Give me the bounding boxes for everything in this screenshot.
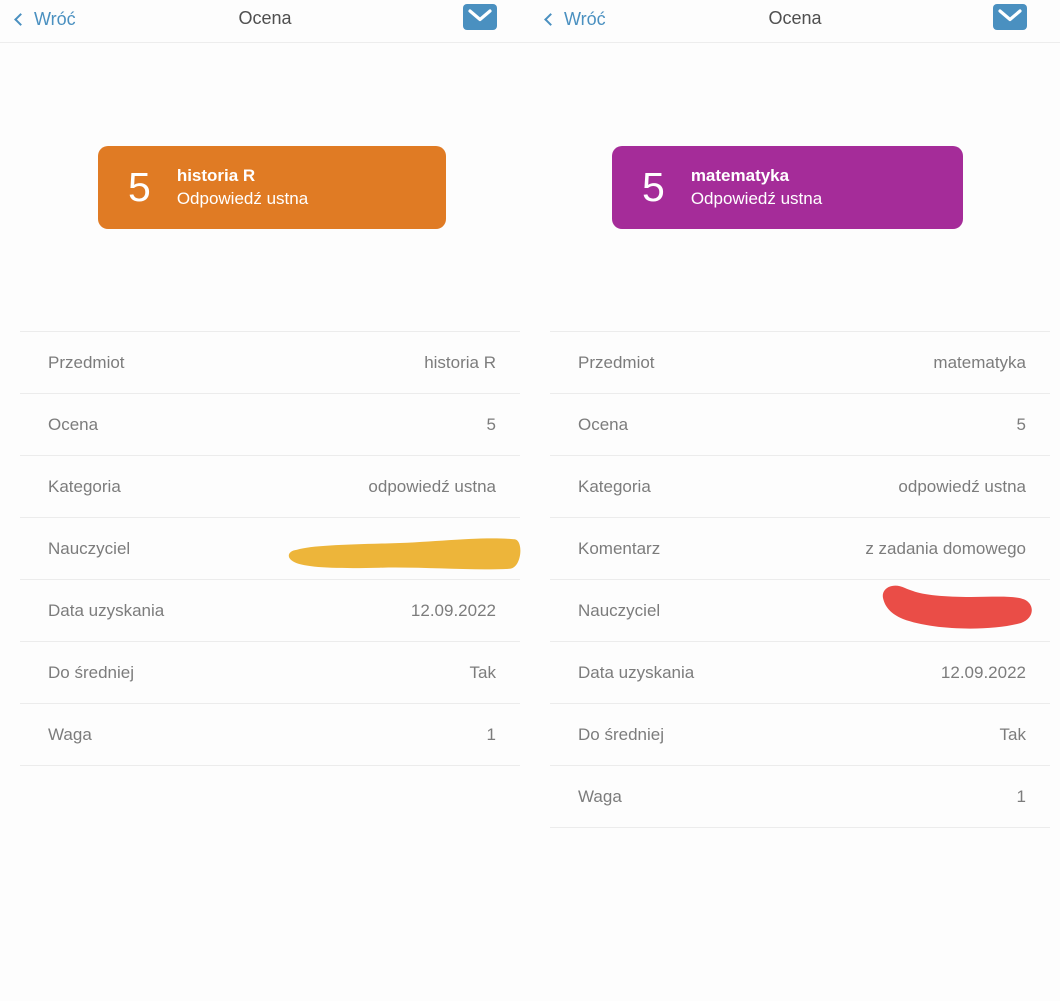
row-value: Tak	[999, 724, 1026, 744]
row-label: Komentarz	[578, 538, 661, 558]
row-value: 12.09.2022	[940, 662, 1026, 682]
back-button[interactable]: Wróć	[14, 6, 76, 32]
grade-value: 5	[128, 164, 151, 210]
row-label: Do średniej	[578, 724, 664, 744]
envelope-icon[interactable]	[463, 4, 497, 31]
grade-details-table: Przedmiot matematyka Ocena 5 Kategoria o…	[550, 331, 1050, 828]
row-label: Ocena	[48, 414, 99, 434]
row-value: 12.09.2022	[410, 600, 496, 620]
back-button-label: Wróć	[34, 8, 76, 29]
table-row: Kategoria odpowiedź ustna	[550, 456, 1050, 518]
table-row: Przedmiot matematyka	[550, 332, 1050, 394]
top-nav-bar: Wróć Ocena	[0, 0, 530, 43]
row-value: z zadania domowego	[865, 538, 1026, 558]
row-label: Waga	[48, 724, 92, 744]
row-value: odpowiedź ustna	[368, 476, 496, 496]
badge-subject: matematyka	[690, 165, 790, 185]
table-row: Przedmiot historia R	[20, 332, 520, 394]
row-label: Nauczyciel	[578, 600, 661, 620]
table-row: Komentarz z zadania domowego	[550, 518, 1050, 580]
top-nav-bar: Wróć Ocena	[530, 0, 1060, 43]
page-title: Ocena	[768, 8, 822, 28]
grade-badge: 5 historia R Odpowiedź ustna	[98, 146, 446, 229]
table-row: Data uzyskania 12.09.2022	[20, 580, 520, 642]
envelope-icon[interactable]	[993, 4, 1027, 31]
back-button-label: Wróć	[564, 8, 606, 29]
table-row: Do średniej Tak	[550, 704, 1050, 766]
row-value: 1	[486, 724, 496, 744]
grade-detail-screen-historia: Wróć Ocena 5 historia R Odpowiedź ustna …	[0, 0, 530, 766]
row-label: Waga	[578, 786, 622, 806]
grade-detail-screen-matematyka: Wróć Ocena 5 matematyka Odpowiedź ustna …	[530, 0, 1060, 1001]
badge-category: Odpowiedź ustna	[176, 188, 309, 208]
table-row-teacher: Nauczyciel	[550, 580, 1050, 642]
table-row: Waga 1	[20, 704, 520, 766]
row-label: Przedmiot	[578, 352, 655, 372]
row-value: Tak	[469, 662, 496, 682]
table-row: Ocena 5	[20, 394, 520, 456]
table-row: Data uzyskania 12.09.2022	[550, 642, 1050, 704]
redaction-scribble-yellow	[288, 538, 521, 570]
row-value: 5	[486, 414, 496, 434]
table-row-teacher: Nauczyciel	[20, 518, 521, 580]
badge-subject: historia R	[176, 165, 256, 185]
row-value: 5	[1016, 414, 1026, 434]
grade-details-table: Przedmiot historia R Ocena 5 Kategoria o…	[20, 331, 521, 766]
grade-value: 5	[642, 164, 665, 210]
row-label: Przedmiot	[48, 352, 125, 372]
table-row: Ocena 5	[550, 394, 1050, 456]
badge-category: Odpowiedź ustna	[690, 188, 823, 208]
row-label: Kategoria	[48, 476, 121, 496]
back-button[interactable]: Wróć	[544, 6, 606, 32]
grade-badge: 5 matematyka Odpowiedź ustna	[612, 146, 963, 229]
redaction-scribble-red	[882, 585, 1032, 629]
row-value: 1	[1016, 786, 1026, 806]
page-title: Ocena	[238, 8, 292, 28]
row-label: Nauczyciel	[48, 538, 131, 558]
row-label: Do średniej	[48, 662, 134, 682]
row-label: Data uzyskania	[578, 662, 695, 682]
table-row: Waga 1	[550, 766, 1050, 828]
row-label: Kategoria	[578, 476, 651, 496]
row-value: odpowiedź ustna	[898, 476, 1026, 496]
table-row: Kategoria odpowiedź ustna	[20, 456, 520, 518]
table-row: Do średniej Tak	[20, 642, 520, 704]
row-value: matematyka	[933, 352, 1026, 372]
row-label: Ocena	[578, 414, 629, 434]
row-label: Data uzyskania	[48, 600, 165, 620]
row-value: historia R	[424, 352, 496, 372]
